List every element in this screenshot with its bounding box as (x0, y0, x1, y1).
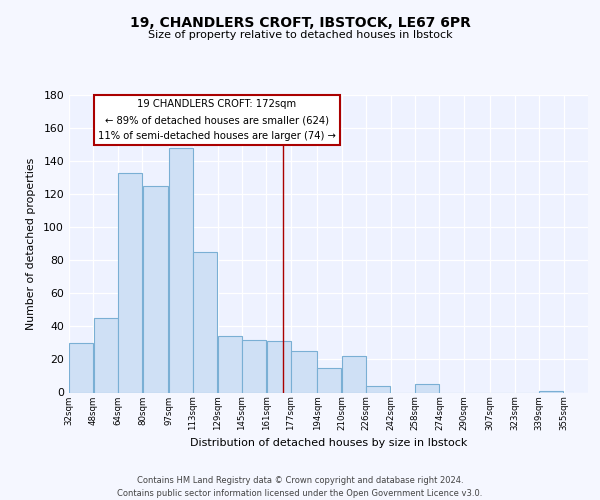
Bar (242, 340, 266, 392)
Bar (317, 368, 341, 392)
Text: Contains HM Land Registry data © Crown copyright and database right 2024.: Contains HM Land Registry data © Crown c… (137, 476, 463, 485)
Bar (267, 342, 291, 392)
Bar (342, 356, 366, 393)
Bar (366, 386, 390, 392)
Text: 19 CHANDLERS CROFT: 172sqm
← 89% of detached houses are smaller (624)
11% of sem: 19 CHANDLERS CROFT: 172sqm ← 89% of deta… (98, 100, 336, 140)
Text: Size of property relative to detached houses in Ibstock: Size of property relative to detached ho… (148, 30, 452, 40)
Bar (169, 148, 193, 392)
Bar (69, 343, 93, 392)
X-axis label: Distribution of detached houses by size in Ibstock: Distribution of detached houses by size … (190, 438, 467, 448)
Bar (218, 336, 242, 392)
Text: 19, CHANDLERS CROFT, IBSTOCK, LE67 6PR: 19, CHANDLERS CROFT, IBSTOCK, LE67 6PR (130, 16, 470, 30)
Bar (415, 384, 439, 392)
Bar (193, 252, 217, 392)
Bar (118, 172, 142, 392)
Y-axis label: Number of detached properties: Number of detached properties (26, 158, 37, 330)
Bar (143, 186, 168, 392)
Text: Contains public sector information licensed under the Open Government Licence v3: Contains public sector information licen… (118, 489, 482, 498)
Bar (94, 318, 118, 392)
Bar (539, 391, 563, 392)
Bar (291, 351, 317, 393)
